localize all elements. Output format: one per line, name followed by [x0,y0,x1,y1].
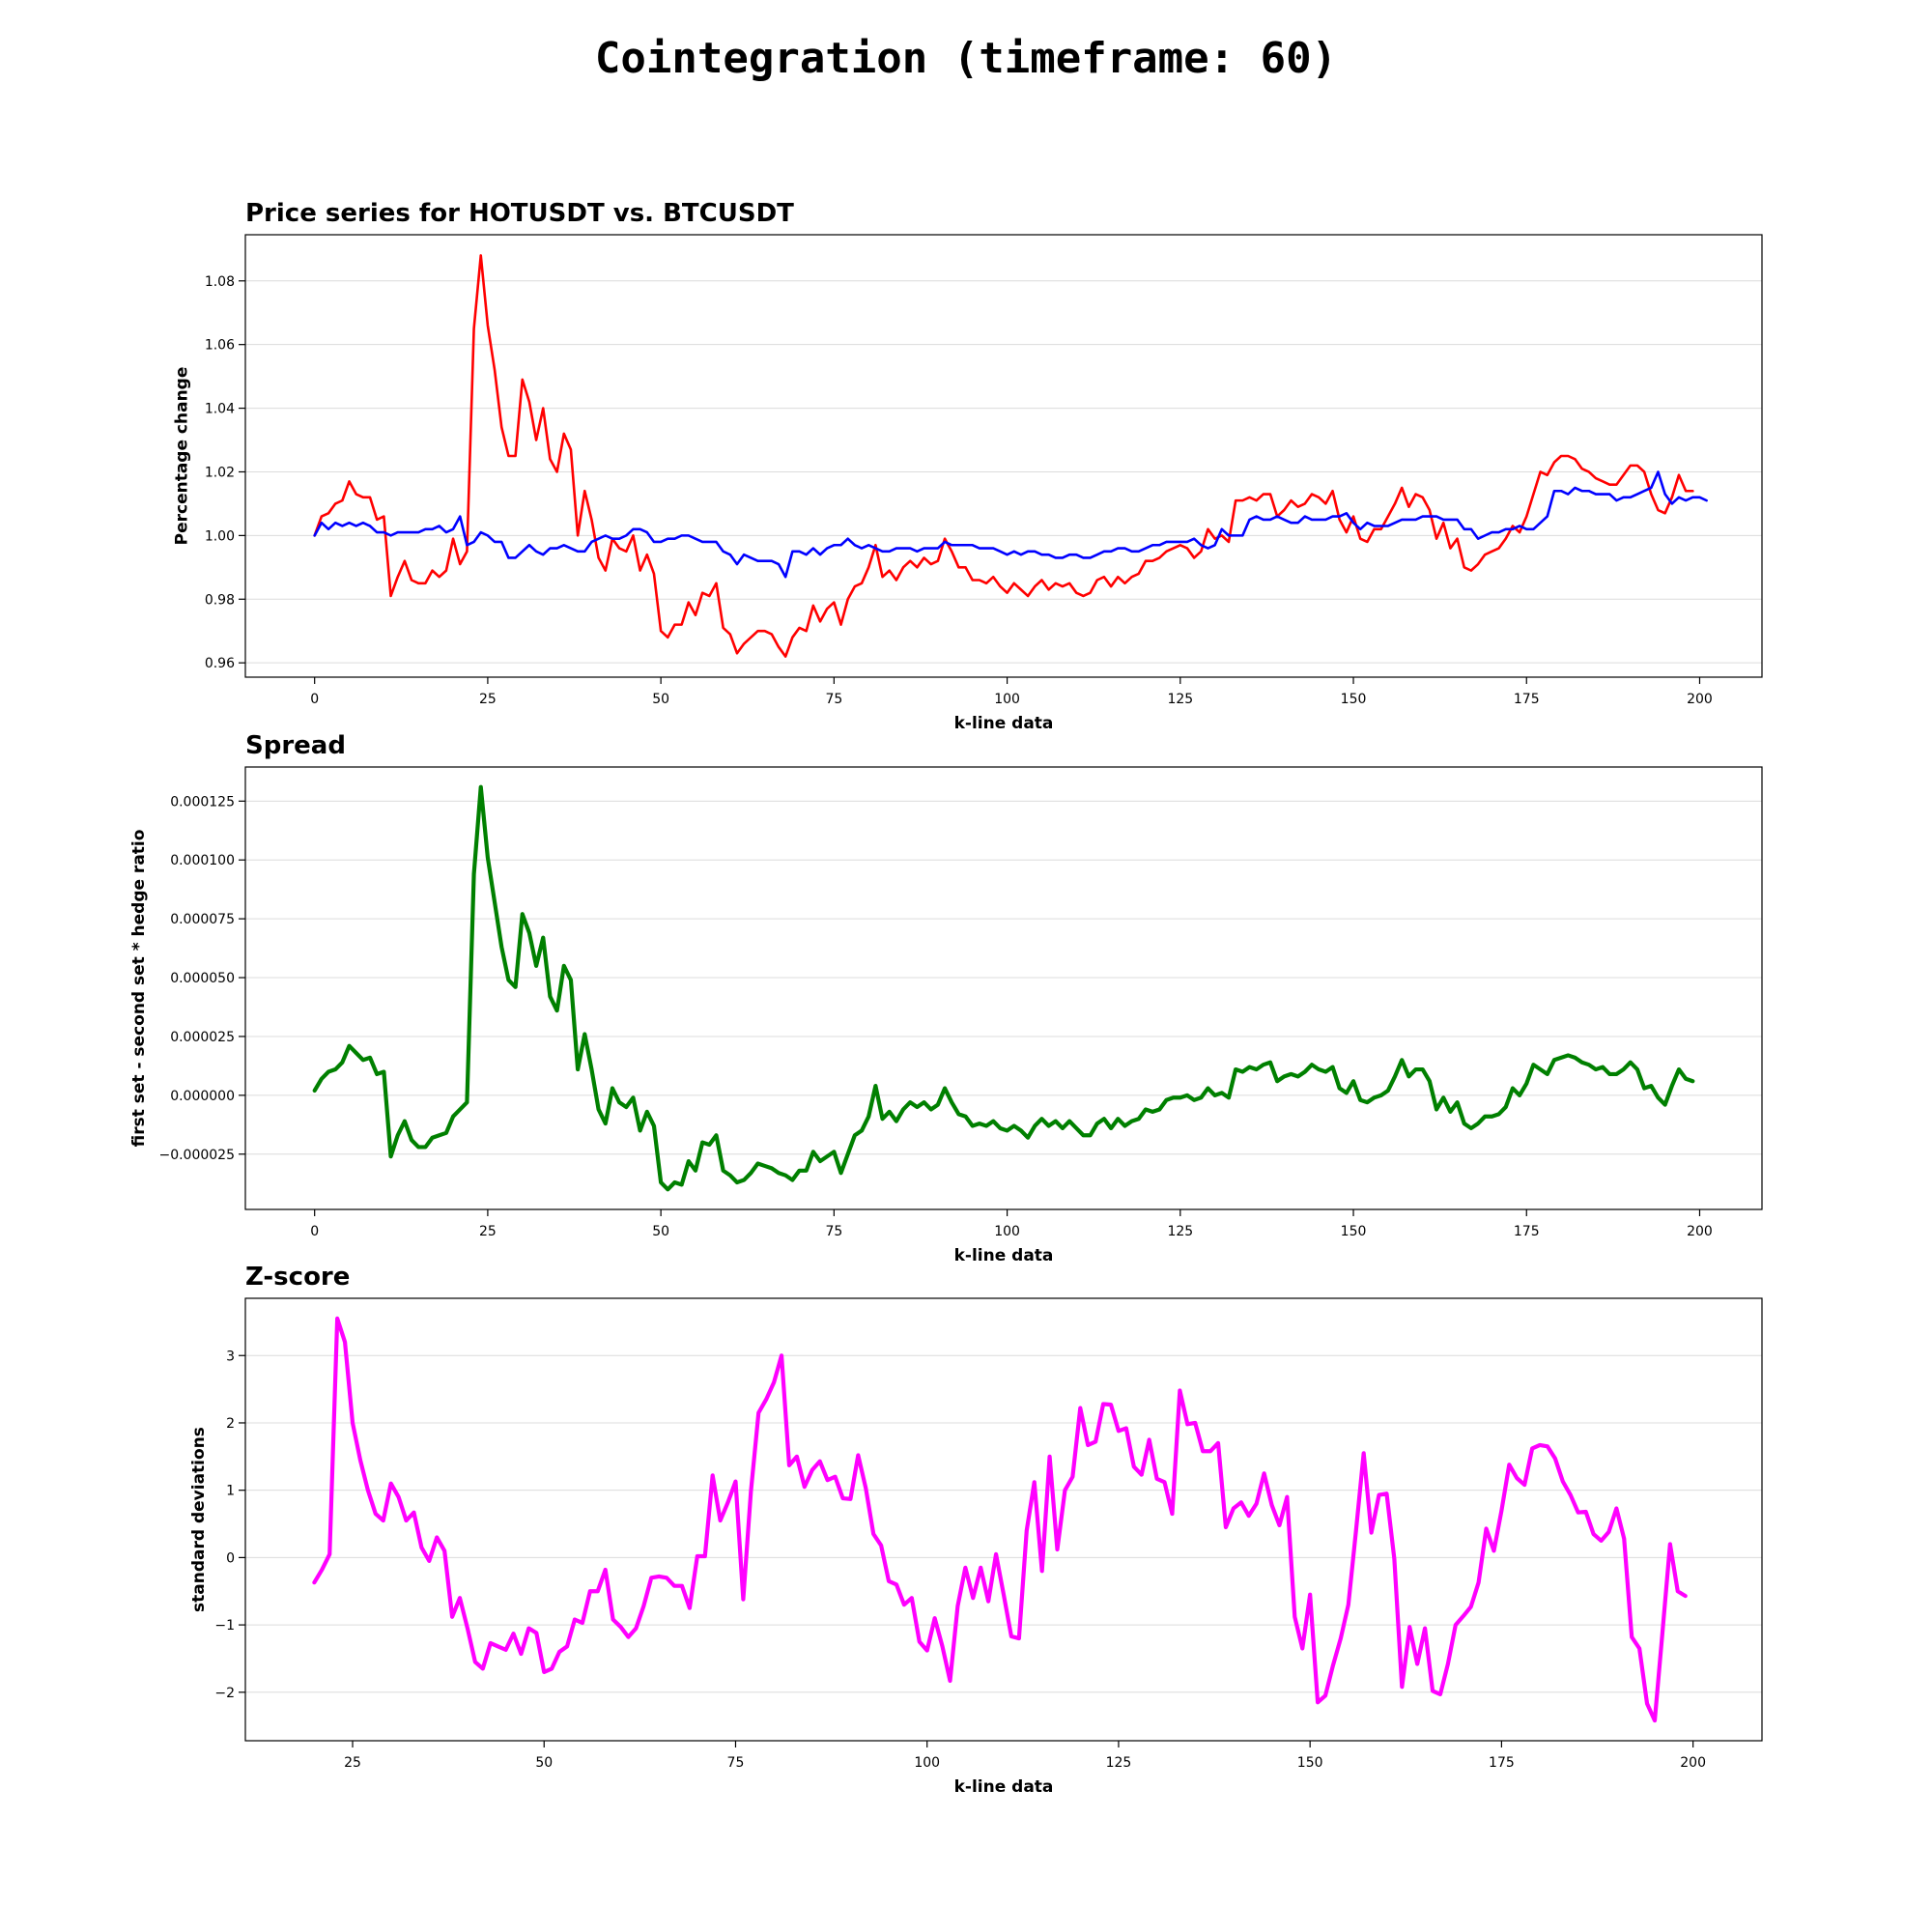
price-xtick-label: 100 [994,692,1020,707]
spread-ytick-label: 0.000100 [170,853,235,868]
zscore-xtick-label: 25 [344,1755,361,1771]
spread-axes-frame [244,766,1763,1210]
zscore-ytick-label: −2 [214,1686,235,1701]
zscore-xtick-label: 125 [1106,1755,1132,1771]
price-ytick-label: 0.98 [205,592,235,608]
spread-xtick-label: 100 [994,1224,1020,1239]
spread-xtick-label: 175 [1514,1224,1540,1239]
price-chart-title: Price series for HOTUSDT vs. BTCUSDT [245,199,794,228]
zscore-xtick-label: 175 [1489,1755,1515,1771]
spread-xtick-label: 25 [479,1224,497,1239]
zscore-xtick-label: 75 [727,1755,745,1771]
zscore-xtick-label: 150 [1297,1755,1323,1771]
price-ytick-label: 1.02 [205,465,235,480]
price-series-btcusdt [313,470,1708,579]
spread-xtick-label: 50 [652,1224,669,1239]
zscore-series-z-score [312,1316,1688,1723]
price-ytick-label: 1.06 [205,338,235,354]
price-xtick-label: 175 [1514,692,1540,707]
spread-xtick-label: 125 [1167,1224,1193,1239]
spread-ytick-label: 0.000025 [170,1030,235,1045]
spread-yaxis-label: first set - second set * hedge ratio [129,830,149,1148]
spread-ytick-label: 0.000075 [170,912,235,927]
spread-ytick-label: 0.000050 [170,971,235,986]
zscore-ytick-label: 2 [226,1416,235,1432]
zscore-yaxis-label: standard deviations [189,1427,209,1612]
zscore-chart: 25 50 75 100 125 150 175 200 −2 −1 0 1 2 3 Z-score k-li… [189,1263,1763,1797]
zscore-ytick-label: 0 [226,1550,235,1566]
zscore-xtick-label: 50 [535,1755,553,1771]
price-axes-frame [244,234,1763,678]
price-ytick-label: 1.04 [205,402,235,417]
figure-suptitle: Cointegration (timeframe: 60) [595,34,1337,83]
spread-ytick-label: 0.000000 [170,1089,235,1104]
price-xtick-label: 50 [652,692,669,707]
price-xtick-label: 200 [1687,692,1713,707]
zscore-xtick-label: 200 [1680,1755,1706,1771]
price-series-hotusdt [313,254,1694,658]
spread-series-spread [312,784,1695,1192]
price-xaxis-label: k-line data [954,714,1054,733]
zscore-ytick-label: 3 [226,1349,235,1364]
zscore-ytick-label: 1 [226,1484,235,1499]
zscore-axes-frame [244,1297,1763,1742]
spread-chart-title: Spread [245,731,346,760]
zscore-xaxis-label: k-line data [954,1777,1054,1797]
zscore-chart-title: Z-score [245,1263,350,1292]
spread-xtick-label: 200 [1687,1224,1713,1239]
price-xtick-label: 0 [310,692,319,707]
zscore-ytick-label: −1 [214,1618,235,1634]
price-ytick-label: 1.08 [205,274,235,290]
zscore-xtick-label: 100 [914,1755,940,1771]
spread-ytick-label: −0.000025 [158,1148,235,1163]
spread-ytick-label: 0.000125 [170,794,235,810]
price-xtick-label: 25 [479,692,497,707]
price-chart: 0 25 50 75 100 125 150 175 200 0.96 0.98 1.00 1.02 1.… [172,199,1763,733]
spread-xaxis-label: k-line data [954,1246,1054,1265]
spread-xtick-label: 150 [1341,1224,1367,1239]
price-xtick-label: 125 [1167,692,1193,707]
price-yaxis-label: Percentage change [172,367,191,546]
price-ytick-label: 1.00 [205,528,235,544]
spread-xtick-label: 0 [310,1224,319,1239]
price-xtick-label: 75 [825,692,842,707]
spread-chart: 0 25 50 75 100 125 150 175 200 −0.000025 0.000000 0… [129,731,1763,1265]
price-ytick-label: 0.96 [205,656,235,671]
price-xtick-label: 150 [1341,692,1367,707]
spread-xtick-label: 75 [825,1224,842,1239]
